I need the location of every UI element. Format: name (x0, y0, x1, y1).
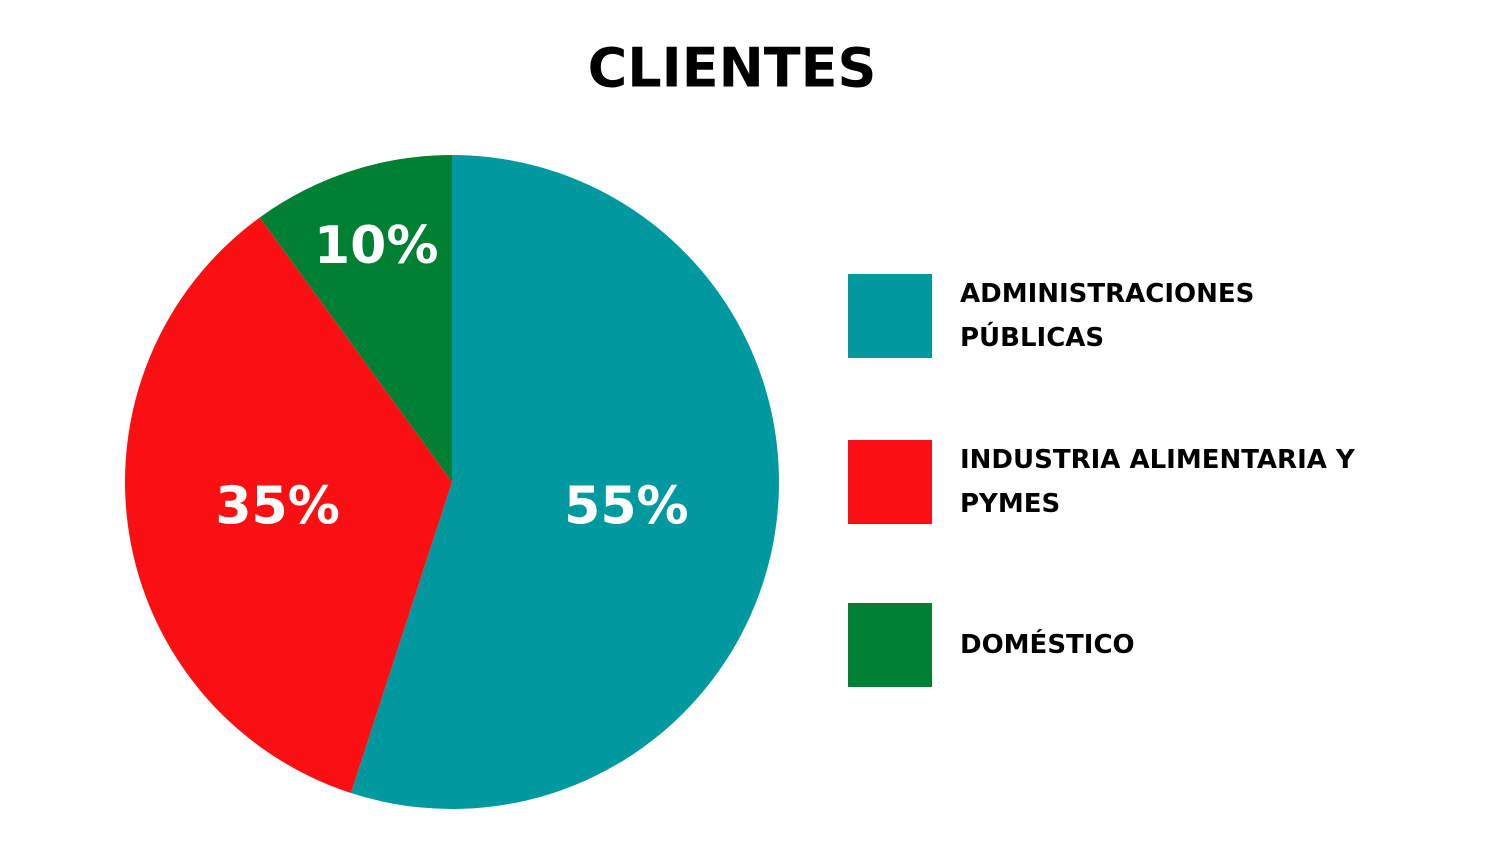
legend-swatch (848, 603, 932, 687)
pie-slice (125, 217, 452, 793)
legend-item: INDUSTRIA ALIMENTARIA Y PYMES (848, 440, 1400, 524)
legend-label: INDUSTRIA ALIMENTARIA Y PYMES (960, 445, 1355, 519)
legend-label: ADMINISTRACIONES PÚBLICAS (960, 279, 1255, 353)
legend-swatch (848, 440, 932, 524)
legend-swatch (848, 274, 932, 358)
legend-item: ADMINISTRACIONES PÚBLICAS (848, 274, 1400, 358)
chart-title: CLIENTES (588, 37, 877, 100)
data-label: 10% (314, 216, 438, 276)
data-label: 35% (215, 477, 339, 537)
pie-slice (259, 155, 452, 482)
data-label: 55% (564, 477, 688, 537)
pie-slice (350, 155, 780, 810)
legend-label: DOMÉSTICO (960, 630, 1135, 660)
legend-item: DOMÉSTICO (848, 603, 1400, 687)
